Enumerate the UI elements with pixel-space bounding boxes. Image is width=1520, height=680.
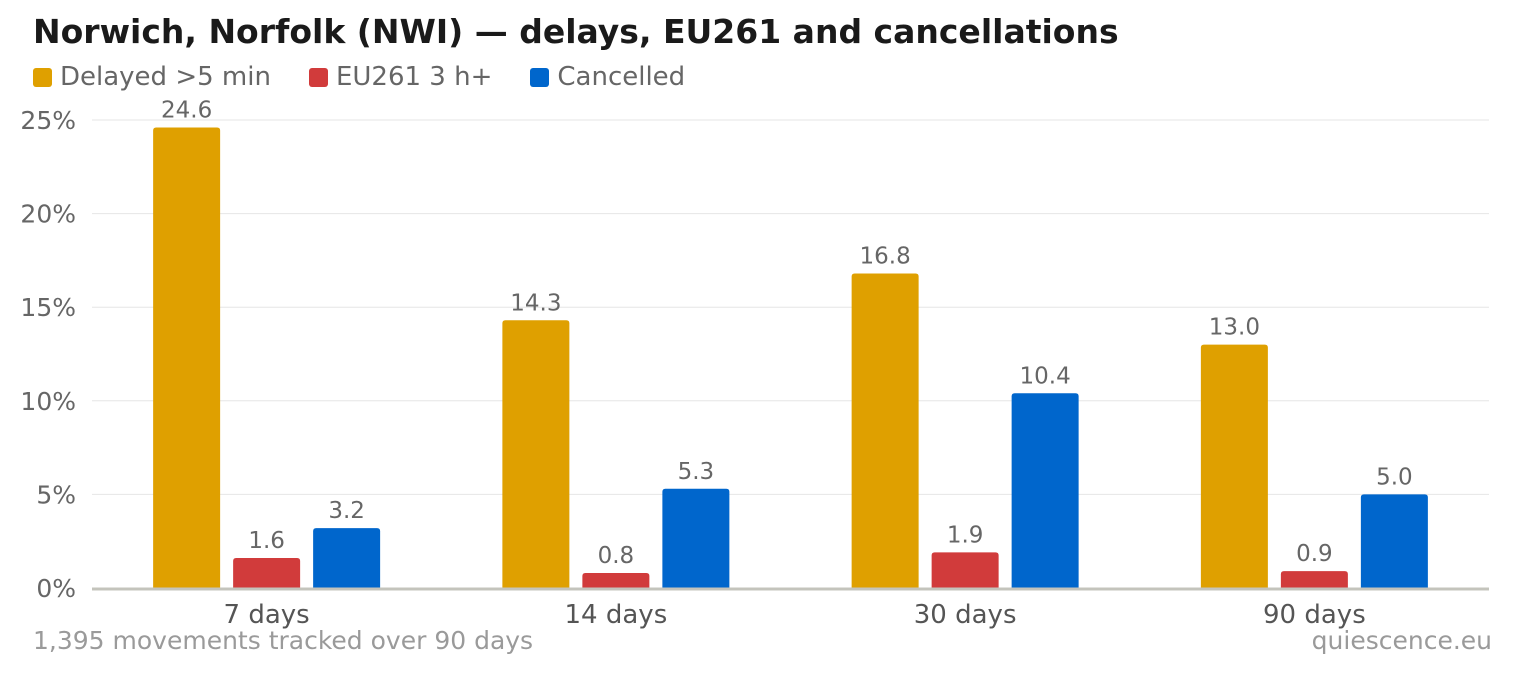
legend-swatch-cancelled: [530, 67, 550, 87]
legend-item-delayed: Delayed >5 min: [33, 62, 271, 92]
data-label-cancelled-7-days: 3.2: [328, 498, 365, 524]
y-tick-label-20: 20%: [20, 200, 76, 229]
legend-item-eu261: EU261 3 h+: [308, 62, 493, 92]
data-label-delayed-5-min-14-days: 14.3: [510, 290, 561, 316]
legend-item-cancelled: Cancelled: [530, 62, 685, 92]
data-label-delayed-5-min-7-days: 24.6: [161, 97, 212, 123]
legend-label-delayed: Delayed >5 min: [60, 62, 271, 92]
bar-delayed-5-min-90-days: [1200, 344, 1268, 588]
footnote: 1,395 movements tracked over 90 days: [33, 626, 534, 655]
legend-swatch-eu261: [308, 67, 328, 87]
bar-cancelled-30-days: [1011, 393, 1079, 588]
bar-cancelled-7-days: [313, 528, 381, 588]
data-label-cancelled-14-days: 5.3: [678, 459, 715, 485]
data-label-cancelled-30-days: 10.4: [1020, 363, 1071, 389]
legend-label-eu261: EU261 3 h+: [335, 62, 493, 92]
data-label-cancelled-90-days: 5.0: [1376, 464, 1413, 490]
y-tick-label-25: 25%: [20, 106, 76, 135]
bar-delayed-5-min-14-days: [502, 320, 570, 588]
bar-eu261-3-h-14-days: [582, 573, 650, 588]
bar-eu261-3-h-7-days: [233, 558, 301, 588]
x-tick-label-14-days: 14 days: [565, 600, 668, 630]
bar-cancelled-14-days: [662, 488, 730, 588]
source-label: quiescence.eu: [1311, 626, 1492, 655]
data-label-eu261-3-h-90-days: 0.9: [1296, 541, 1333, 567]
y-tick-label-0: 0%: [36, 574, 76, 603]
y-tick-label-5: 5%: [36, 480, 76, 509]
x-tick-label-30-days: 30 days: [914, 600, 1017, 630]
x-tick-label-7-days: 7 days: [224, 600, 310, 630]
chart-title: Norwich, Norfolk (NWI) — delays, EU261 a…: [33, 12, 1119, 51]
y-tick-label-10: 10%: [20, 387, 76, 416]
x-tick-label-90-days: 90 days: [1263, 600, 1366, 630]
data-label-eu261-3-h-30-days: 1.9: [947, 522, 984, 548]
legend-swatch-delayed: [33, 67, 52, 87]
data-label-eu261-3-h-14-days: 0.8: [598, 543, 635, 569]
legend-label-cancelled: Cancelled: [557, 62, 686, 92]
data-label-delayed-5-min-90-days: 13.0: [1209, 315, 1260, 341]
bar-delayed-5-min-30-days: [851, 273, 919, 588]
bar-eu261-3-h-30-days: [931, 552, 999, 588]
bar-eu261-3-h-90-days: [1280, 571, 1348, 588]
data-label-delayed-5-min-30-days: 16.8: [860, 244, 911, 270]
legend: Delayed >5 min EU261 3 h+ Cancelled: [33, 60, 723, 94]
data-label-eu261-3-h-7-days: 1.6: [248, 528, 285, 554]
bar-cancelled-90-days: [1360, 494, 1428, 588]
bar-delayed-5-min-7-days: [153, 127, 221, 588]
y-tick-label-15: 15%: [20, 293, 76, 322]
